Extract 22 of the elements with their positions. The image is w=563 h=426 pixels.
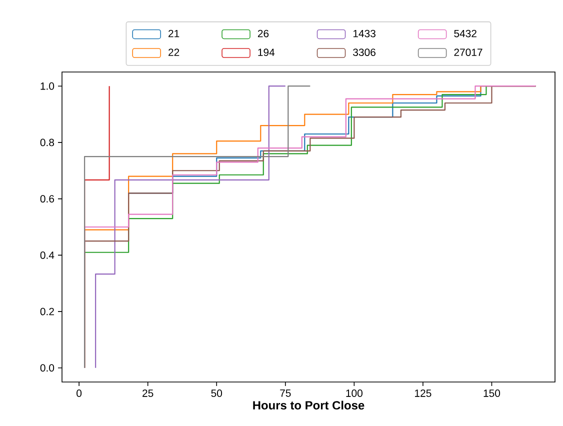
legend-label: 26	[258, 30, 269, 38]
x-axis-title: Hours to Port Close	[253, 400, 364, 410]
y-tick-label: 0.2	[40, 308, 54, 316]
y-tick-label: 0.0	[40, 364, 54, 372]
x-tick-label: 100	[346, 390, 362, 397]
legend-label: 22	[168, 48, 180, 56]
x-tick-label: 75	[280, 390, 291, 397]
x-tick-label: 150	[484, 390, 500, 397]
y-tick-label: 0.8	[40, 138, 54, 146]
legend-label: 21	[168, 30, 180, 38]
x-tick-label: 25	[142, 390, 154, 397]
legend-label: 194	[258, 48, 275, 56]
y-tick-label: 0.4	[40, 251, 54, 259]
legend-label: 1433	[353, 30, 376, 38]
legend-label: 5432	[454, 30, 476, 38]
y-tick-label: 1.0	[40, 82, 54, 90]
x-tick-label: 0	[76, 390, 82, 397]
y-tick-label: 0.6	[40, 195, 54, 203]
legend-label: 27017	[454, 48, 482, 56]
legend-label: 3306	[353, 48, 376, 56]
x-tick-label: 50	[211, 390, 222, 397]
x-tick-label: 125	[415, 390, 432, 397]
